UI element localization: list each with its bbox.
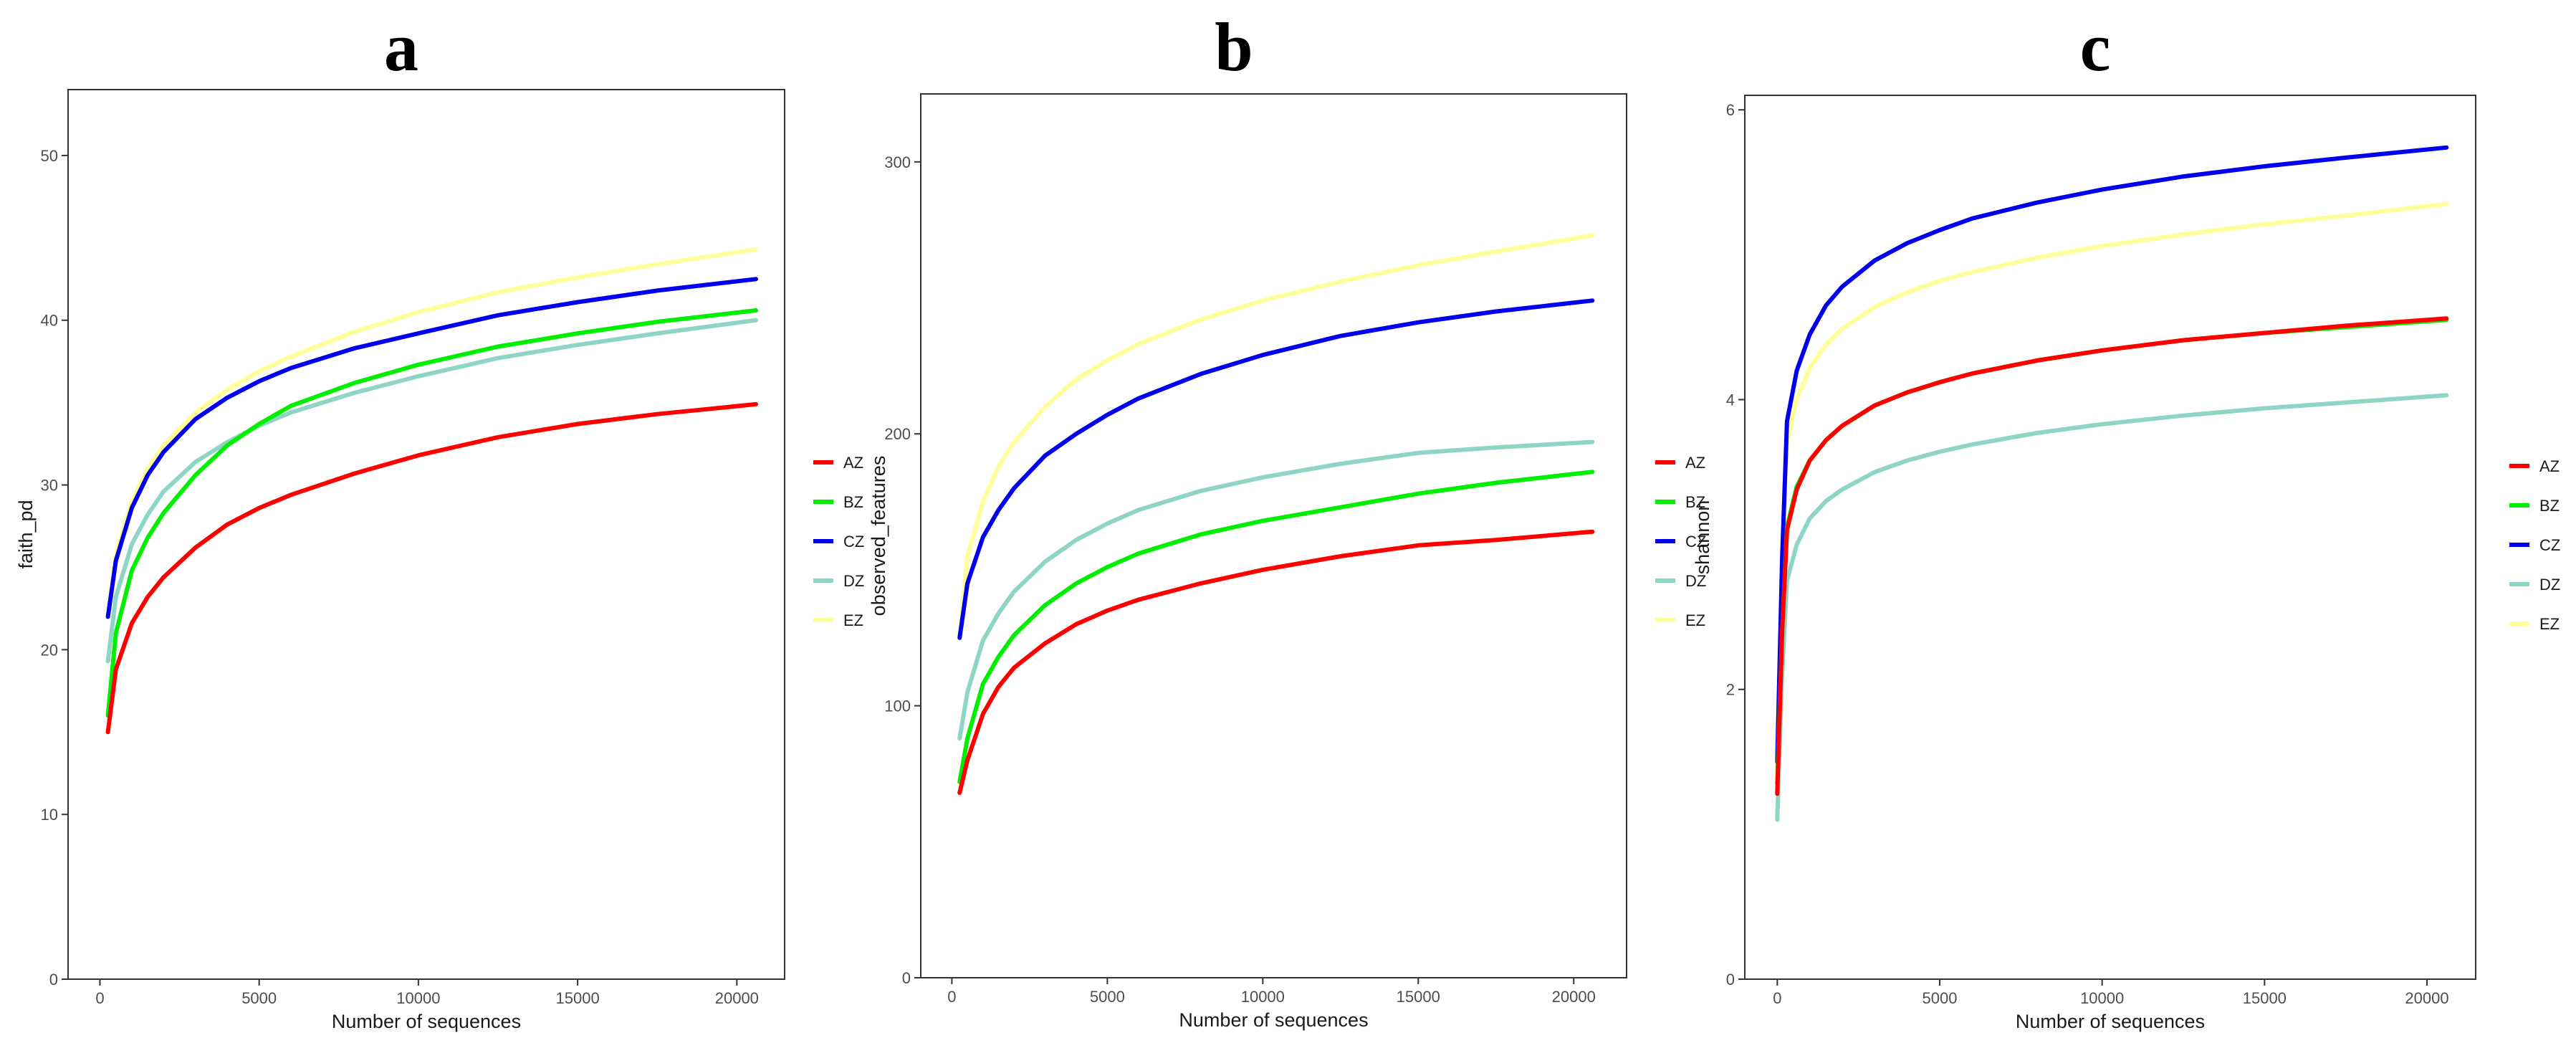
y-tick-label: 20 [41,641,58,659]
x-axis-title: Number of sequences [332,1011,521,1032]
x-tick-label: 10000 [396,989,440,1007]
series-line-cz [1775,145,2449,764]
legend-label-az: AZ [1685,454,1705,472]
y-tick-label: 0 [1726,971,1735,988]
y-tick-label: 10 [41,806,58,824]
y-tick-label: 50 [41,147,58,165]
y-tick-label: 40 [41,312,58,330]
y-tick-label: 200 [884,425,911,443]
x-tick-label: 20000 [715,989,759,1007]
legend-label-ez: EZ [843,611,863,629]
y-tick-label: 300 [884,153,911,171]
series-line-az [105,401,758,735]
x-tick-label: 5000 [1923,989,1958,1007]
y-tick-label: 2 [1726,681,1735,699]
x-tick-label: 0 [95,989,104,1007]
x-axis-title: Number of sequences [1179,1009,1368,1031]
series-line-ez [1775,201,2449,764]
legend-label-bz: BZ [843,493,863,511]
x-tick-label: 15000 [2243,989,2287,1007]
x-tick-label: 10000 [1241,988,1285,1006]
chart-panel-b: b 0 100 200 300 0 5000 10000 15000 20000 Number of… [868,9,1706,1031]
x-tick-label: 10000 [2080,989,2124,1007]
series-line-cz [957,298,1595,640]
legend-label-az: AZ [843,454,863,472]
y-tick-label: 0 [902,969,911,987]
y-tick-label: 4 [1726,391,1735,409]
y-axis-title: faith_pd [15,500,37,568]
y-tick-label: 0 [49,971,58,988]
x-tick-label: 5000 [241,989,277,1007]
plot-frame [1744,95,2476,980]
x-tick-label: 15000 [1397,988,1440,1006]
series-line-cz [105,277,758,619]
plot-frame [67,89,785,980]
chart-panel-c: c 0 2 4 6 0 5000 10000 15000 20000 Number of seque… [1692,9,2560,1032]
series-line-dz [1775,393,2449,822]
y-axis-title: shannon [1692,500,1713,575]
x-tick-label: 5000 [1090,988,1125,1006]
series-line-ez [105,247,758,619]
legend-label-cz: CZ [843,533,864,551]
legend-label-bz: BZ [1685,493,1705,511]
legend-label-dz: DZ [2539,576,2560,594]
legend-label-az: AZ [2539,457,2560,475]
x-tick-label: 20000 [2405,989,2448,1007]
x-tick-label: 0 [1773,989,1781,1007]
y-tick-label: 6 [1726,101,1735,119]
legend-label-cz: CZ [2539,536,2560,554]
y-tick-label: 30 [41,477,58,495]
series-line-dz [957,439,1595,741]
series-line-bz [957,470,1595,784]
x-tick-label: 20000 [1552,988,1596,1006]
legend-label-ez: EZ [2539,615,2560,633]
legend-label-dz: DZ [843,572,864,590]
panel-label: a [384,9,418,85]
series-line-ez [957,233,1595,640]
legend-label-cz: CZ [1685,533,1706,551]
chart-panel-a: a 0 10 20 30 40 50 0 5000 10000 15000 20000 Number o… [15,9,864,1032]
legend-label-dz: DZ [1685,572,1706,590]
series-line-az [1775,316,2449,796]
series-line-bz [105,308,758,718]
x-axis-title: Number of sequences [2016,1011,2205,1032]
y-tick-label: 100 [884,697,911,715]
legend-label-ez: EZ [1685,611,1705,629]
panel-label: b [1215,9,1253,85]
y-axis-title: observed_features [868,456,889,616]
panel-label: c [2080,9,2111,85]
x-tick-label: 0 [947,988,956,1006]
series-line-az [957,529,1595,795]
legend-label-bz: BZ [2539,497,2560,515]
plot-frame [920,93,1627,978]
x-tick-label: 15000 [556,989,600,1007]
